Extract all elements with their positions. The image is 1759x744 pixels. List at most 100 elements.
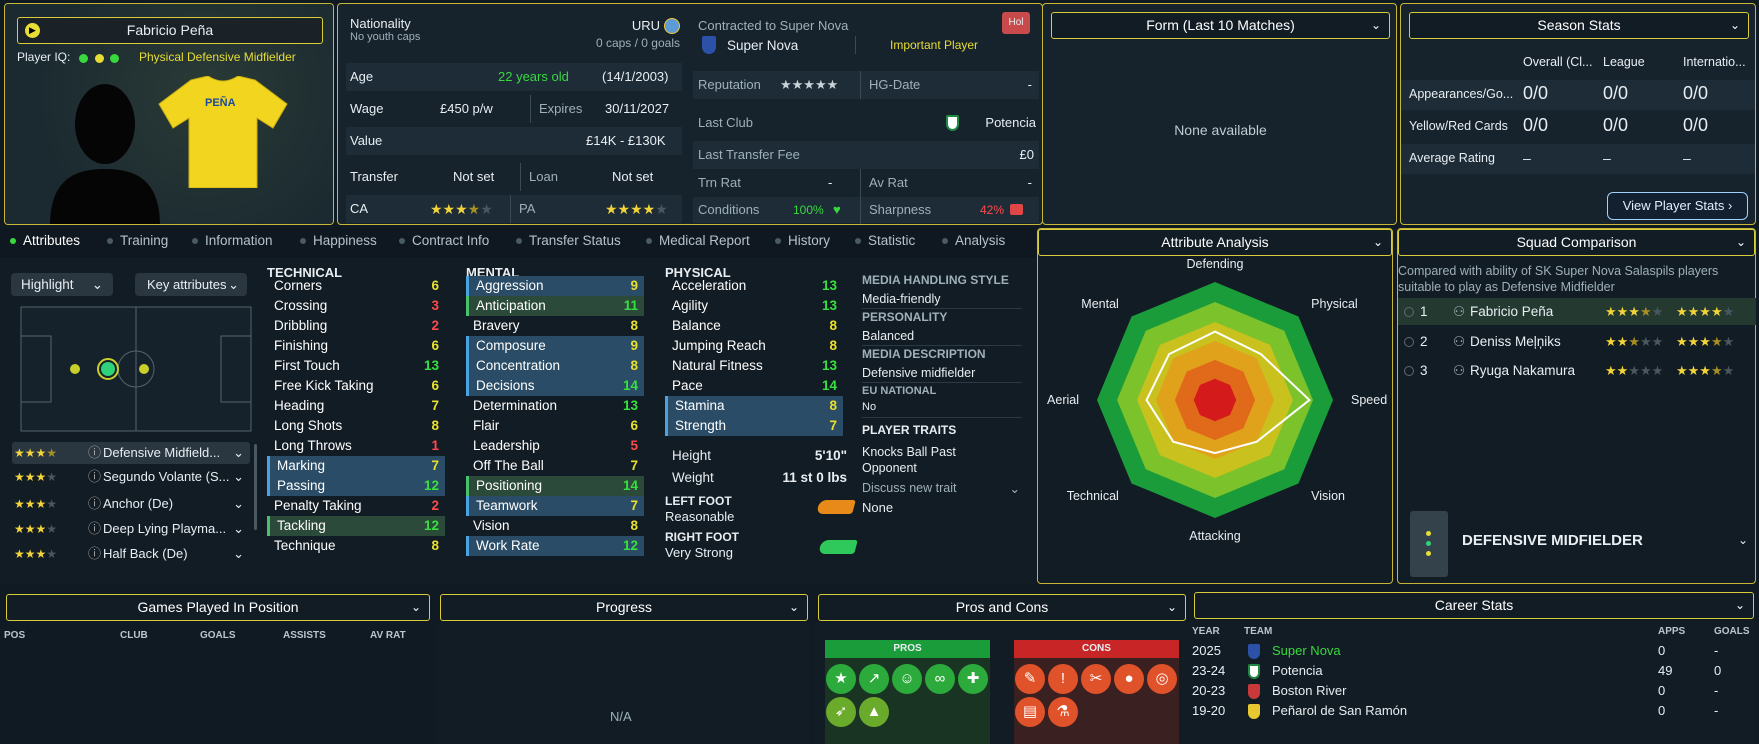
tab-statistic[interactable]: Statistic (855, 233, 915, 248)
attribute-row[interactable]: Penalty Taking 2 (267, 496, 445, 516)
tab-happiness[interactable]: Happiness (300, 233, 377, 248)
person-icon: ⚇ (1453, 363, 1466, 378)
attribute-row[interactable]: Concentration 8 (466, 356, 644, 376)
tab-history[interactable]: History (775, 233, 830, 248)
attribute-row[interactable]: Long Shots 8 (267, 416, 445, 436)
attribute-row[interactable]: Jumping Reach 8 (665, 336, 843, 356)
attribute-row[interactable]: Tackling 12 (267, 516, 445, 536)
games-position-header[interactable]: Games Played In Position ⌄ (6, 594, 430, 621)
pro-run-icon[interactable]: ➶ (826, 697, 856, 727)
position-item[interactable]: ★★★★ ⓘ Segundo Volante (S... ⌄ (12, 466, 250, 488)
attribute-row[interactable]: Free Kick Taking 6 (267, 376, 445, 396)
attribute-row[interactable]: Acceleration 13 (665, 276, 843, 296)
attribute-analysis-header[interactable]: Attribute Analysis ⌄ (1038, 229, 1392, 256)
attribute-row[interactable]: Work Rate 12 (466, 536, 644, 556)
tab-contract-info[interactable]: Contract Info (399, 233, 489, 248)
attribute-row[interactable]: Heading 7 (267, 396, 445, 416)
pro-cone-icon[interactable]: ▲ (859, 697, 889, 727)
player-name-box[interactable]: ▶ Fabricio Peña (17, 17, 323, 44)
tab-information[interactable]: Information (192, 233, 273, 248)
chevron-down-icon[interactable]: ⌄ (1738, 533, 1749, 547)
squad-row[interactable]: 2 ⚇ Deniss Meļņiks ★★★★★ ★★★★★ (1398, 328, 1756, 355)
attribute-row[interactable]: Crossing 3 (267, 296, 445, 316)
tab-training[interactable]: Training (107, 233, 168, 248)
pro-link-icon[interactable]: ∞ (925, 664, 955, 694)
tab-medical-report[interactable]: Medical Report (646, 233, 750, 248)
career-row[interactable]: 20-23 Boston River 0 - (1192, 683, 1719, 699)
form-header[interactable]: Form (Last 10 Matches) ⌄ (1051, 12, 1390, 39)
attribute-row[interactable]: Flair 6 (466, 416, 644, 436)
attribute-row[interactable]: Balance 8 (665, 316, 843, 336)
pro-trend-icon[interactable]: ↗ (859, 664, 889, 694)
position-item[interactable]: ★★★★ ⓘ Defensive Midfield... ⌄ (12, 442, 250, 464)
player-menu-icon[interactable]: ▶ (25, 23, 40, 38)
tab-attributes[interactable]: Attributes (10, 233, 80, 248)
attribute-row[interactable]: Anticipation 11 (466, 296, 644, 316)
attribute-row[interactable]: Passing 12 (267, 476, 445, 496)
highlight-dropdown[interactable]: Highlight ⌄ (11, 273, 113, 296)
tab-analysis[interactable]: Analysis (942, 233, 1005, 248)
career-row[interactable]: 2025 Super Nova 0 - (1192, 643, 1719, 659)
pro-star-icon[interactable]: ★ (826, 664, 856, 694)
pro-mind-icon[interactable]: ☺ (892, 664, 922, 694)
attribute-row[interactable]: Bravery 8 (466, 316, 644, 336)
attribute-row[interactable]: Decisions 14 (466, 376, 644, 396)
positions-scrollbar[interactable] (254, 444, 257, 530)
attribute-name: Anticipation (476, 298, 546, 313)
squad-row[interactable]: 1 ⚇ Fabricio Peña ★★★★★ ★★★★★ (1398, 298, 1756, 325)
attribute-row[interactable]: Dribbling 2 (267, 316, 445, 336)
attribute-name: Aggression (476, 278, 544, 293)
con-clipboard-icon[interactable]: ▤ (1015, 697, 1045, 727)
attribute-row[interactable]: Marking 7 (267, 456, 445, 476)
radar-axis-label: Vision (1311, 489, 1345, 503)
con-dribble-icon[interactable]: ✂ (1081, 664, 1111, 694)
attribute-name: Agility (672, 298, 709, 313)
attribute-row[interactable]: Strength 7 (665, 416, 843, 436)
chevron-down-icon: ⌄ (233, 546, 244, 561)
position-item[interactable]: ★★★★ ⓘ Deep Lying Playma... ⌄ (12, 518, 250, 540)
attribute-row[interactable]: Vision 8 (466, 516, 644, 536)
club-name[interactable]: Super Nova (727, 38, 799, 53)
proscons-header[interactable]: Pros and Cons ⌄ (818, 594, 1186, 621)
hol-badge[interactable]: Hol (1002, 12, 1030, 34)
attribute-row[interactable]: Composure 9 (466, 336, 644, 356)
con-flask-icon[interactable]: ⚗ (1048, 697, 1078, 727)
con-alert-icon[interactable]: ! (1048, 664, 1078, 694)
attribute-row[interactable]: Agility 13 (665, 296, 843, 316)
attribute-row[interactable]: Corners 6 (267, 276, 445, 296)
position-item[interactable]: ★★★★ ⓘ Anchor (De) ⌄ (12, 493, 250, 515)
attribute-row[interactable]: Aggression 9 (466, 276, 644, 296)
attribute-row[interactable]: Pace 14 (665, 376, 843, 396)
tab-transfer-status[interactable]: Transfer Status (516, 233, 621, 248)
attribute-row[interactable]: First Touch 13 (267, 356, 445, 376)
attribute-row[interactable]: Stamina 8 (665, 396, 843, 416)
attribute-row[interactable]: Leadership 5 (466, 436, 644, 456)
season-cell: 0/0 (1603, 83, 1629, 103)
con-target-icon[interactable]: ◎ (1147, 664, 1177, 694)
attribute-row[interactable]: Positioning 14 (466, 476, 644, 496)
squad-row[interactable]: 3 ⚇ Ryuga Nakamura ★★★★★ ★★★★★ (1398, 357, 1756, 384)
career-row[interactable]: 19-20 Peñarol de San Ramón 0 - (1192, 703, 1719, 719)
con-head-icon[interactable]: ● (1114, 664, 1144, 694)
season-stats-header[interactable]: Season Stats ⌄ (1409, 12, 1749, 39)
attribute-row[interactable]: Teamwork 7 (466, 496, 644, 516)
attribute-row[interactable]: Off The Ball 7 (466, 456, 644, 476)
position-item[interactable]: ★★★★ ⓘ Half Back (De) ⌄ (12, 543, 250, 565)
key-attributes-dropdown[interactable]: Key attributes ⌄ (135, 273, 247, 296)
attribute-row[interactable]: Natural Fitness 13 (665, 356, 843, 376)
career-stats-header[interactable]: Career Stats ⌄ (1194, 592, 1754, 619)
discuss-trait-dropdown[interactable]: Discuss new trait ⌄ (862, 481, 1020, 496)
career-row[interactable]: 23-24 Potencia 49 0 (1192, 663, 1722, 679)
attribute-row[interactable]: Long Throws 1 (267, 436, 445, 456)
attribute-row[interactable]: Finishing 6 (267, 336, 445, 356)
last-club-value[interactable]: Potencia (985, 115, 1036, 130)
chevron-down-icon: ⌄ (410, 600, 421, 614)
radar-player-shape (1145, 330, 1311, 455)
squad-comparison-header[interactable]: Squad Comparison ⌄ (1398, 229, 1755, 256)
attribute-row[interactable]: Determination 13 (466, 396, 644, 416)
progress-header[interactable]: Progress ⌄ (440, 594, 808, 621)
attribute-row[interactable]: Technique 8 (267, 536, 445, 556)
pro-cross-icon[interactable]: ✚ (958, 664, 988, 694)
con-note-icon[interactable]: ✎ (1015, 664, 1045, 694)
view-player-stats-button[interactable]: View Player Stats › (1607, 192, 1748, 220)
